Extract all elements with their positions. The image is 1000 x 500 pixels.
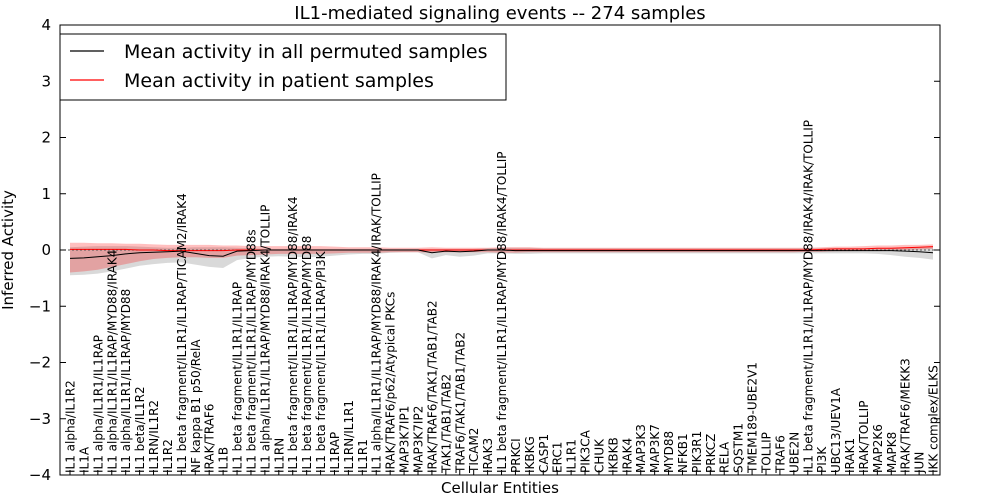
x-category-label: UBC13/UEV1A bbox=[829, 387, 843, 473]
x-category-label: JUN bbox=[913, 452, 927, 474]
series-lines bbox=[69, 246, 934, 259]
x-category-label: MAP3K3 bbox=[634, 424, 648, 473]
x-category-label: IL1 beta fragment/IL1R1/IL1RAP/MYD88/IRA… bbox=[495, 152, 509, 473]
legend-label-permuted: Mean activity in all permuted samples bbox=[124, 41, 487, 63]
x-category-label: IRAK1 bbox=[843, 438, 857, 473]
x-category-label: TOLLIP bbox=[760, 432, 774, 474]
line-permuted bbox=[69, 249, 934, 259]
y-tick-label: −1 bbox=[29, 297, 51, 315]
y-tick-label: 4 bbox=[41, 16, 51, 34]
x-axis-title: Cellular Entities bbox=[441, 479, 559, 497]
x-category-label: MAP3K7 bbox=[648, 424, 662, 473]
x-category-label: MAP3K7IP1 bbox=[398, 406, 412, 473]
x-category-label: PRKCI bbox=[509, 438, 523, 473]
y-tick-label: −3 bbox=[29, 410, 51, 428]
x-category-label: TRAF6 bbox=[773, 435, 787, 474]
x-category-label: IKBKB bbox=[606, 437, 620, 473]
x-category-label: IRAK/TRAF6/p62/Atypical PKCs bbox=[384, 292, 398, 473]
x-category-label: IL1B bbox=[217, 447, 231, 473]
legend-box bbox=[59, 33, 507, 101]
x-category-label: IRAK/TRAF6 bbox=[203, 404, 217, 473]
x-category-label: IRAK4 bbox=[620, 438, 634, 473]
x-category-label: TICAM2 bbox=[467, 428, 481, 474]
band-permuted bbox=[70, 246, 933, 276]
x-category-label: IL1 beta fragment/IL1R1/IL1RAP/MYD88s bbox=[245, 229, 259, 473]
y-tick-label: 0 bbox=[41, 241, 51, 259]
x-category-label: TAK1/TAB1/TAB2 bbox=[439, 374, 453, 474]
x-category-label: IL1RN bbox=[272, 438, 286, 473]
x-category-label: IL1RN/IL1R2 bbox=[147, 400, 161, 473]
x-category-label: IL1 alpha/IL1R1/IL1RAP/MYD88 bbox=[119, 289, 133, 473]
x-category-label: IL1 beta fragment/IL1R1/IL1RAP bbox=[231, 282, 245, 473]
x-category-label: IL1 alpha/IL1R1/IL1RAP/MYD88/IRAK4/IRAK/… bbox=[370, 173, 384, 473]
x-category-label: IL1R1 bbox=[565, 439, 579, 473]
y-tick-label: −2 bbox=[29, 354, 51, 372]
x-category-label: IL1 beta fragment/IL1R1/IL1RAP/PI3K bbox=[314, 250, 328, 473]
x-category-label: IRAK3 bbox=[481, 438, 495, 473]
x-category-label: IL1 alpha/IL1R1/IL1RAP/MYD88/IRAK4 bbox=[105, 250, 119, 473]
x-category-label: TMEM189-UBE2V1 bbox=[746, 362, 760, 474]
x-category-label: PIK3R1 bbox=[690, 431, 704, 473]
x-category-label: TRAF6/TAK1/TAB1/TAB2 bbox=[453, 332, 467, 474]
x-category-label: IL1 beta fragment/IL1R1/IL1RAP/TICAM2/IR… bbox=[175, 193, 189, 473]
x-category-label: PIK3CA bbox=[579, 429, 593, 473]
y-tick-label: −4 bbox=[29, 466, 51, 484]
y-tick-label: 3 bbox=[41, 72, 51, 90]
y-tick-label: 1 bbox=[41, 185, 51, 203]
x-category-label: IKBKG bbox=[523, 436, 537, 473]
x-category-label: PRKCZ bbox=[704, 434, 718, 473]
x-category-label: IL1R1 bbox=[356, 439, 370, 473]
x-category-label: IRAK/TRAF6/MEKK3 bbox=[899, 358, 913, 473]
x-category-label: IL1 alpha/IL1R1/IL1RAP/MYD88/IRAK4/TOLLI… bbox=[258, 205, 272, 473]
x-category-label: IL1 beta fragment/IL1R1/IL1RAP/MYD88 bbox=[300, 236, 314, 473]
x-category-label: IL1RAP bbox=[328, 432, 342, 473]
x-category-label: IL1 beta/IL1R2 bbox=[133, 386, 147, 473]
x-category-label: UBE2N bbox=[787, 432, 801, 473]
x-category-label: IL1 alpha/IL1R2 bbox=[64, 380, 78, 473]
y-tick-label: 2 bbox=[41, 129, 51, 147]
x-category-label: IL1A bbox=[77, 446, 91, 473]
legend: Mean activity in all permuted samples Me… bbox=[59, 33, 507, 101]
x-category-label: IL1 beta fragment/IL1R1/IL1RAP/MYD88/IRA… bbox=[286, 196, 300, 473]
x-category-label: IL1R2 bbox=[161, 439, 175, 473]
x-category-label: PI3K bbox=[815, 446, 829, 473]
x-category-label: MAP2K6 bbox=[871, 424, 885, 473]
x-category-label: NFKB1 bbox=[676, 433, 690, 473]
x-category-label: RELA bbox=[718, 441, 732, 473]
x-category-label: IL1 beta fragment/IL1R1/IL1RAP/MYD88/IRA… bbox=[801, 120, 815, 473]
x-category-label: IKK complex/ELKS bbox=[927, 365, 941, 473]
chart-title: IL1-mediated signaling events -- 274 sam… bbox=[294, 3, 705, 24]
x-axis-labels: IL1 alpha/IL1R2 IL1A IL1 alpha/IL1R1/IL1RA… bbox=[64, 120, 941, 475]
x-category-label: MAPK8 bbox=[885, 432, 899, 473]
x-category-label: ERC1 bbox=[551, 442, 565, 473]
x-category-label: MAP3K7IP2 bbox=[412, 406, 426, 473]
x-category-label: SQSTM1 bbox=[732, 423, 746, 473]
x-category-label: MYD88 bbox=[662, 431, 676, 473]
y-axis: −4 −3 −2 −1 0 1 2 3 4 bbox=[29, 16, 940, 484]
legend-label-patient: Mean activity in patient samples bbox=[124, 70, 434, 92]
x-category-label: IL1RN/IL1R1 bbox=[342, 400, 356, 473]
x-category-label: CHUK bbox=[593, 438, 607, 473]
x-category-label: IRAK/TOLLIP bbox=[857, 401, 871, 473]
x-category-label: IL1 alpha/IL1R1/IL1RAP bbox=[91, 335, 105, 473]
x-category-label: IRAK/TRAF6/TAK1/TAB1/TAB2 bbox=[425, 300, 439, 473]
x-category-label: NF kappa B1 p50/RelA bbox=[189, 339, 203, 473]
x-category-label: CASP1 bbox=[537, 434, 551, 473]
y-axis-title: Inferred Activity bbox=[0, 190, 17, 310]
